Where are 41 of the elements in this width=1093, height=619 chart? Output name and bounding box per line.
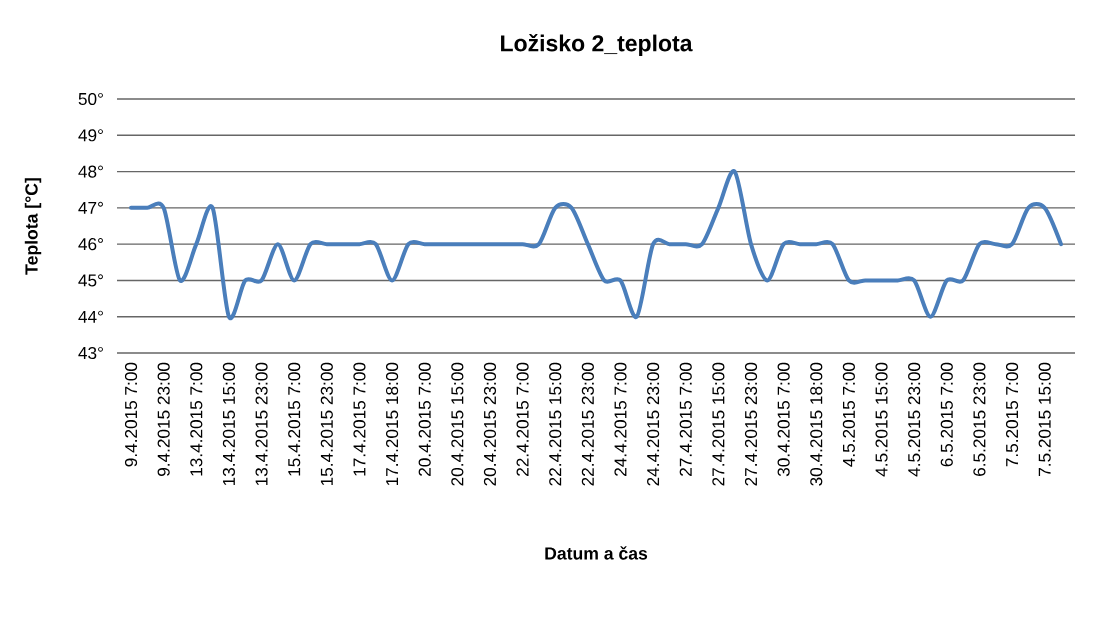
x-tick-label: 30.4.2015 18:00: [810, 362, 823, 486]
y-tick-label: 45°: [78, 274, 103, 287]
x-tick-label: 13.4.2015 7:00: [190, 362, 203, 476]
chart-title: Ložisko 2_teplota: [501, 34, 693, 57]
x-tick-label: 9.4.2015 7:00: [124, 362, 138, 467]
x-tick-label: 20.4.2015 15:00: [451, 362, 464, 486]
x-tick-label: 20.4.2015 23:00: [483, 362, 497, 486]
x-tick-label: 15.4.2015 7:00: [288, 362, 301, 476]
x-tick-label: 7.5.2015 15:00: [1038, 362, 1051, 476]
x-tick-label: 4.5.2015 23:00: [908, 362, 921, 477]
x-tick-label: 27.4.2015 15:00: [712, 362, 725, 486]
x-tick-label: 22.4.2015 7:00: [516, 362, 529, 476]
x-tick-label: 20.4.2015 7:00: [418, 362, 431, 476]
y-tick-label: 43°: [78, 346, 103, 360]
x-tick-label: 27.4.2015 7:00: [679, 362, 692, 476]
x-tick-label: 15.4.2015 23:00: [320, 362, 333, 486]
x-axis-title: Datum a čas: [545, 546, 648, 560]
y-tick-label: 50°: [78, 92, 103, 106]
x-tick-label: 9.4.2015 23:00: [157, 362, 170, 476]
y-tick-label: 46°: [78, 238, 103, 251]
x-tick-label: 24.4.2015 7:00: [614, 362, 627, 476]
x-tick-label: 17.4.2015 7:00: [353, 362, 366, 476]
x-tick-label: 4.5.2015 15:00: [875, 362, 888, 477]
y-tick-label: 48°: [78, 165, 103, 178]
x-tick-label: 13.4.2015 23:00: [255, 362, 268, 486]
x-tick-label: 22.4.2015 23:00: [581, 362, 594, 486]
y-tick-label: 47°: [78, 201, 103, 214]
y-axis-title: Teplota [°C]: [24, 178, 42, 275]
x-tick-label: 6.5.2015 7:00: [940, 362, 953, 467]
x-tick-label: 17.4.2015 18:00: [385, 362, 399, 486]
x-tick-label: 30.4.2015 7:00: [777, 362, 790, 477]
x-tick-label: 13.4.2015 15:00: [222, 362, 235, 486]
line-series: [129, 169, 1063, 319]
x-tick-label: 7.5.2015 7:00: [1005, 362, 1019, 467]
x-tick-label: 6.5.2015 23:00: [973, 362, 986, 476]
x-tick-label: 27.4.2015 23:00: [744, 362, 758, 486]
x-tick-label: 4.5.2015 7:00: [842, 362, 855, 467]
x-tick-label: 24.4.2015 23:00: [647, 362, 660, 486]
y-tick-label: 49°: [78, 129, 103, 142]
y-tick-label: 44°: [78, 310, 103, 323]
x-tick-label: 22.4.2015 15:00: [549, 362, 562, 486]
